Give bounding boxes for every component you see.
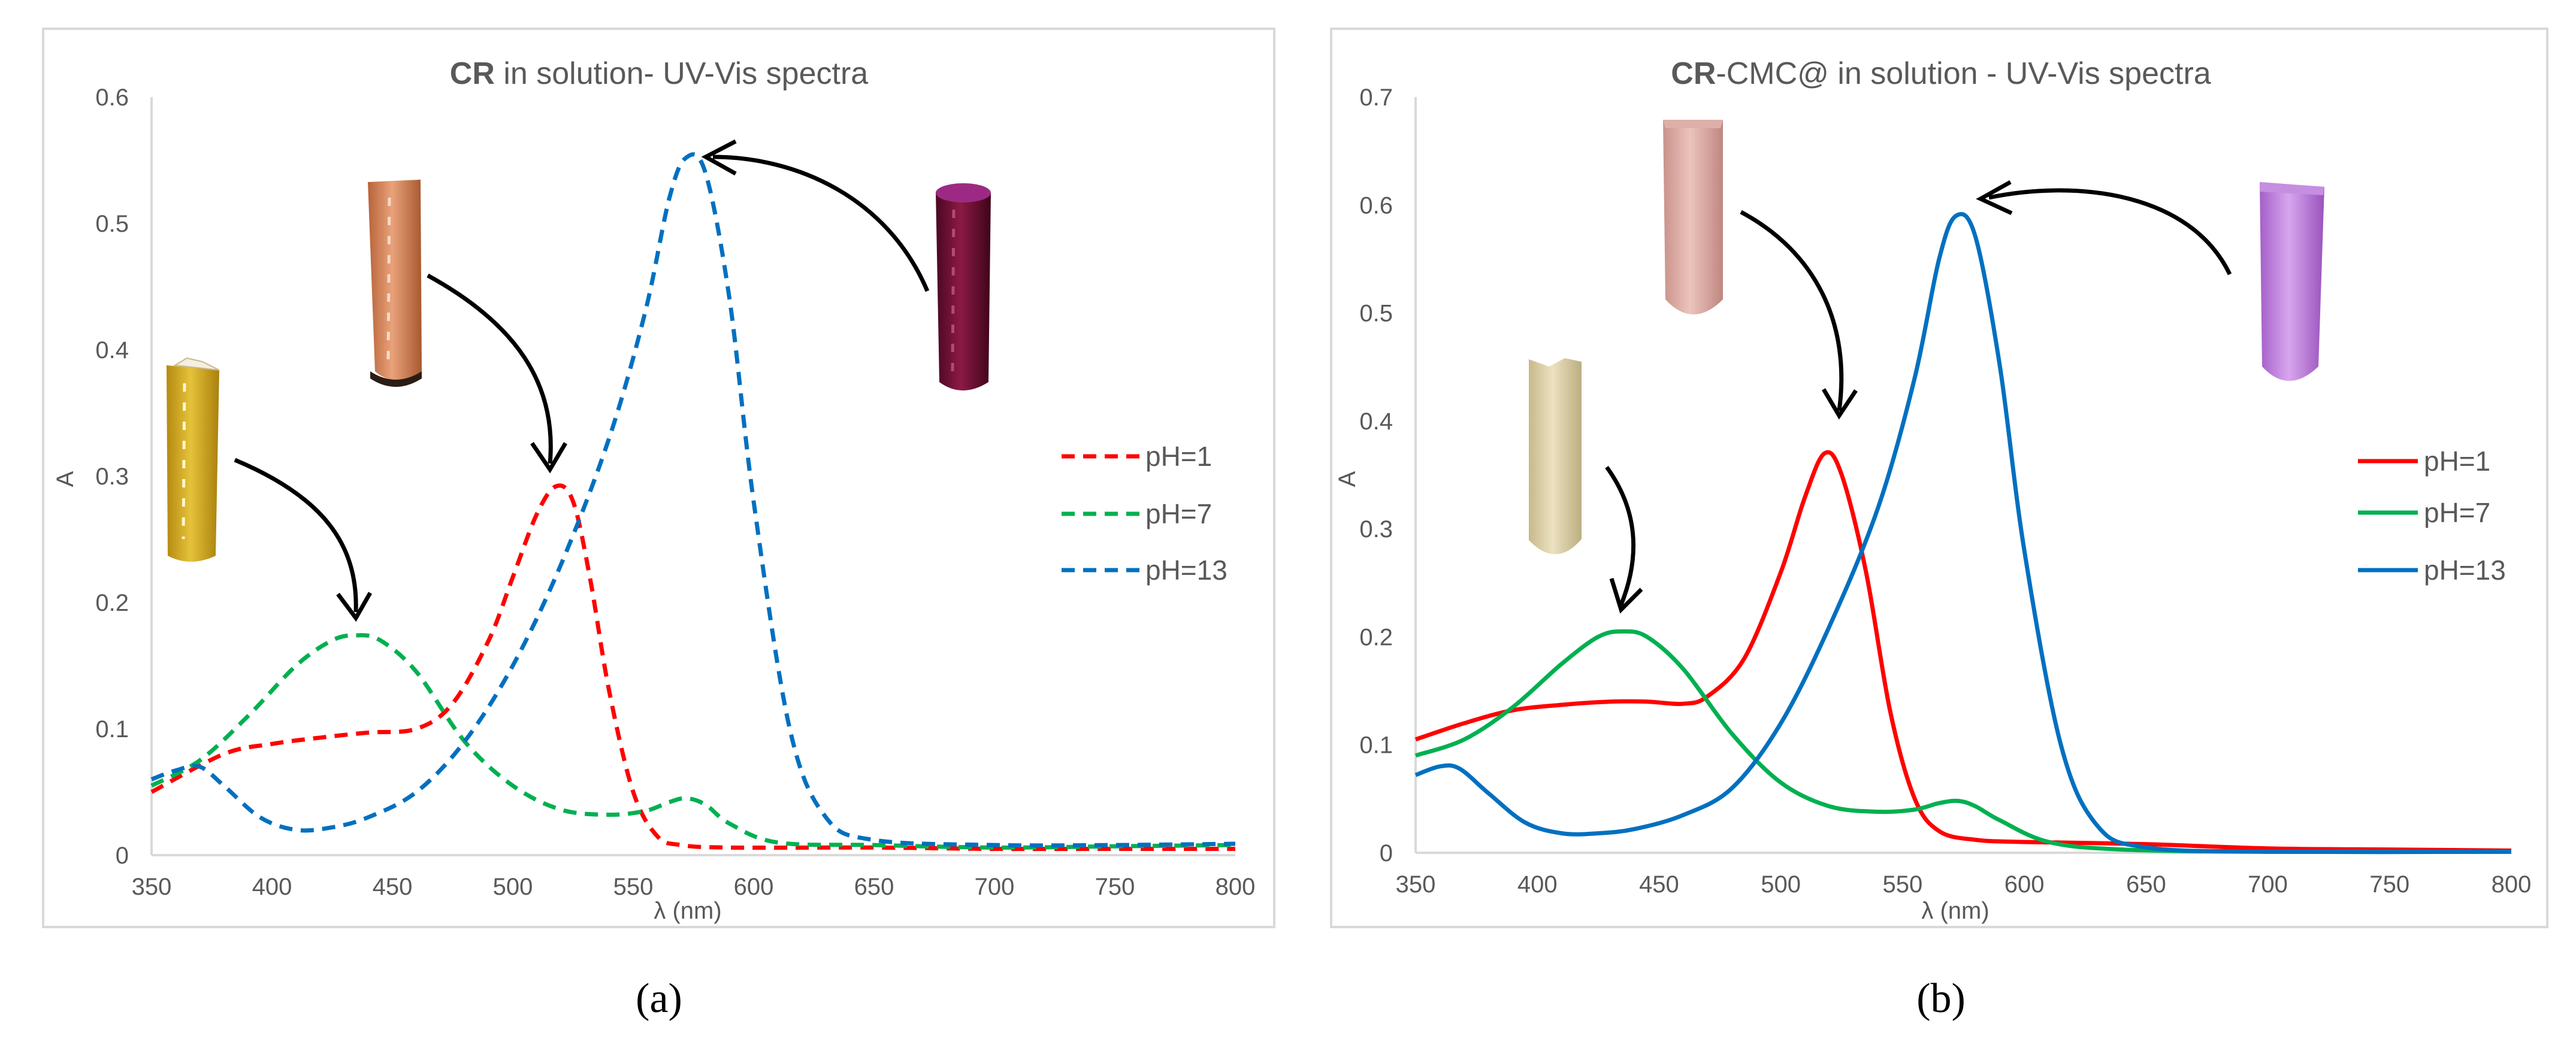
series-line-ph1 [150,483,1235,852]
series-line-ph13 [150,152,1236,848]
legend-label: pH=1 [2424,446,2490,477]
vial-pink-image [1663,120,1723,314]
x-tick-label: 750 [1095,874,1135,900]
chart-frame [1330,28,2548,928]
y-axis-title: A [1334,471,1360,487]
x-tick-label: 700 [975,874,1015,900]
panel-a: CR in solution- UV-Vis spectra 0 0.1 0.2 0.… [42,28,1275,1022]
y-tick-label: 0.3 [95,464,129,490]
legend-label: pH=7 [1145,498,1212,529]
chart-frame [42,28,1275,928]
vial-orange-image [368,180,422,387]
y-tick-label: 0.1 [1359,732,1393,759]
series-line-ph7 [1414,629,2512,854]
vial-beige-image [1529,358,1582,555]
y-axis-title: A [52,471,78,487]
panel-label: (a) [636,976,682,1022]
legend-label: pH=1 [1145,441,1212,472]
x-tick-label: 550 [1883,871,1923,898]
x-tick-label: 550 [613,874,654,900]
chart-title-bold: CR [1671,56,1716,91]
vial-maroon-image [936,183,991,390]
panel-b: CR-CMC@ in solution - UV-Vis spectra 0 0.… [1330,28,2548,1022]
y-tick-label: 0.3 [1359,516,1393,543]
x-tick-label: 350 [1396,871,1436,898]
x-tick-label: 450 [1639,871,1679,898]
y-tick-label: 0.5 [1359,301,1393,327]
y-tick-label: 0.6 [1359,192,1393,219]
chart-title-bold: CR [450,56,495,91]
x-tick-label: 700 [2248,871,2288,898]
series-line-ph7 [150,633,1236,850]
y-tick-label: 0 [116,843,129,869]
chart-title: CR-CMC@ in solution - UV-Vis spectra [1671,56,2211,91]
vial-violet-image [2260,182,2324,381]
x-tick-label: 500 [1761,871,1801,898]
arrow-to-ph7-peak [1605,465,1643,614]
x-axis-title: λ (nm) [1921,898,1989,924]
arrow-to-ph7-peak [234,458,373,622]
x-tick-label: 500 [493,874,533,900]
chart-title: CR in solution- UV-Vis spectra [450,56,869,91]
x-tick-label: 400 [1517,871,1558,898]
x-tick-label: 650 [854,874,894,900]
y-tick-label: 0.5 [95,211,129,237]
chart-title-rest: -CMC@ in solution - UV-Vis spectra [1716,56,2211,91]
x-tick-label: 600 [2004,871,2045,898]
legend-label: pH=13 [1145,555,1227,586]
series-line-ph13 [1414,212,2512,855]
series-line-ph1 [1414,450,2512,853]
x-tick-label: 350 [132,874,172,900]
arrow-to-ph1-peak [427,273,568,474]
x-tick-label: 750 [2369,871,2409,898]
x-tick-label: 400 [252,874,292,900]
y-tick-label: 0.4 [1359,408,1393,435]
x-tick-label: 600 [734,874,774,900]
x-tick-label: 800 [2492,871,2532,898]
y-tick-label: 0.4 [95,337,129,364]
chart-title-rest: in solution- UV-Vis spectra [495,56,868,91]
y-tick-label: 0.2 [1359,624,1393,650]
panel-label: (b) [1916,976,1966,1022]
legend-label: pH=13 [2424,555,2506,586]
y-tick-label: 0 [1380,840,1393,867]
x-tick-label: 450 [373,874,413,900]
x-axis-title: λ (nm) [654,898,721,924]
y-tick-label: 0.2 [95,590,129,616]
x-tick-label: 650 [2126,871,2166,898]
arrow-to-ph1-peak [1740,210,1858,420]
arrow-to-ph13-peak [1976,180,2232,275]
x-tick-label: 800 [1216,874,1256,900]
vial-yellow-image [167,357,220,562]
arrow-to-ph13-peak [701,139,930,292]
y-tick-label: 0.6 [95,84,129,111]
y-tick-label: 0.1 [95,716,129,743]
legend-label: pH=7 [2424,497,2490,528]
y-tick-label: 0.7 [1359,84,1393,111]
